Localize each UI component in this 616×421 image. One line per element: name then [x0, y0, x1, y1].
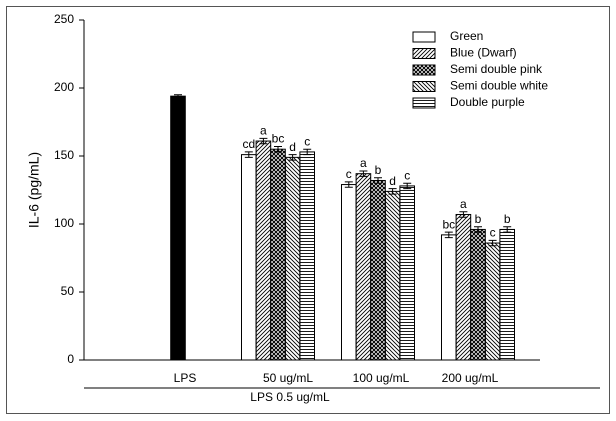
y-tick-label: 0 [67, 352, 74, 366]
y-tick-label: 200 [54, 80, 74, 94]
significance-letter: a [460, 197, 467, 211]
significance-letter: d [289, 140, 296, 154]
error-bar [503, 226, 512, 233]
bar [241, 154, 257, 361]
bar [270, 148, 286, 361]
y-tick-label: 100 [54, 216, 74, 230]
bar [341, 184, 357, 361]
error-bar [403, 182, 412, 190]
significance-letter: bc [272, 132, 285, 146]
bar [470, 228, 486, 361]
significance-letter: b [504, 212, 511, 226]
bar [170, 95, 186, 361]
error-bar [174, 94, 182, 99]
significance-letter: c [346, 167, 352, 181]
bar [284, 156, 301, 361]
y-tick-label: 50 [61, 284, 75, 298]
bar [455, 213, 472, 361]
legend-label: Green [450, 29, 483, 43]
legend-swatch [412, 48, 436, 59]
significance-letter: c [404, 168, 410, 182]
significance-letter: c [304, 134, 310, 148]
significance-letter: bc [442, 217, 455, 231]
x-tick-label: 200 ug/mL [442, 371, 499, 385]
bar [384, 190, 401, 361]
error-bar [259, 137, 268, 145]
error-bar [244, 151, 253, 158]
legend-label: Semi double white [450, 79, 548, 93]
error-bar [444, 231, 453, 239]
y-tick-label: 150 [54, 148, 74, 162]
error-bar [388, 188, 397, 195]
legend-swatch [412, 31, 436, 43]
significance-letter: cd [242, 137, 255, 151]
y-axis-label: IL-6 (pg/mL) [26, 152, 42, 228]
legend-label: Blue (Dwarf) [450, 46, 517, 60]
x-tick-label: LPS [174, 371, 197, 385]
bar [399, 185, 415, 361]
legend-label: Double purple [450, 95, 525, 109]
significance-letter: c [490, 225, 496, 239]
legend-label: Semi double pink [450, 62, 543, 76]
group-label: LPS 0.5 ug/mL [250, 390, 330, 404]
significance-letter: d [389, 174, 396, 188]
error-bar [288, 154, 297, 161]
error-bar [274, 145, 282, 153]
bar [484, 242, 501, 361]
y-tick-label: 250 [54, 12, 74, 26]
significance-letter: b [475, 212, 482, 226]
error-bar [488, 239, 497, 247]
significance-letter: a [360, 156, 367, 170]
significance-letter: a [260, 123, 267, 137]
bar [370, 179, 386, 361]
error-bar [459, 211, 468, 218]
legend-swatch [412, 64, 436, 76]
error-bar [474, 226, 482, 233]
legend-swatch [412, 97, 436, 109]
significance-letter: b [375, 163, 382, 177]
frame [6, 6, 610, 414]
error-bar [344, 181, 353, 188]
bar [299, 151, 315, 361]
error-bar [359, 170, 368, 177]
bar [441, 234, 457, 361]
legend-swatch [412, 81, 436, 92]
bar [499, 228, 515, 361]
error-bar [303, 148, 312, 156]
bar [255, 140, 272, 361]
x-tick-label: 100 ug/mL [353, 371, 410, 385]
bar [355, 173, 372, 361]
error-bar [374, 177, 382, 184]
x-tick-label: 50 ug/mL [263, 371, 313, 385]
